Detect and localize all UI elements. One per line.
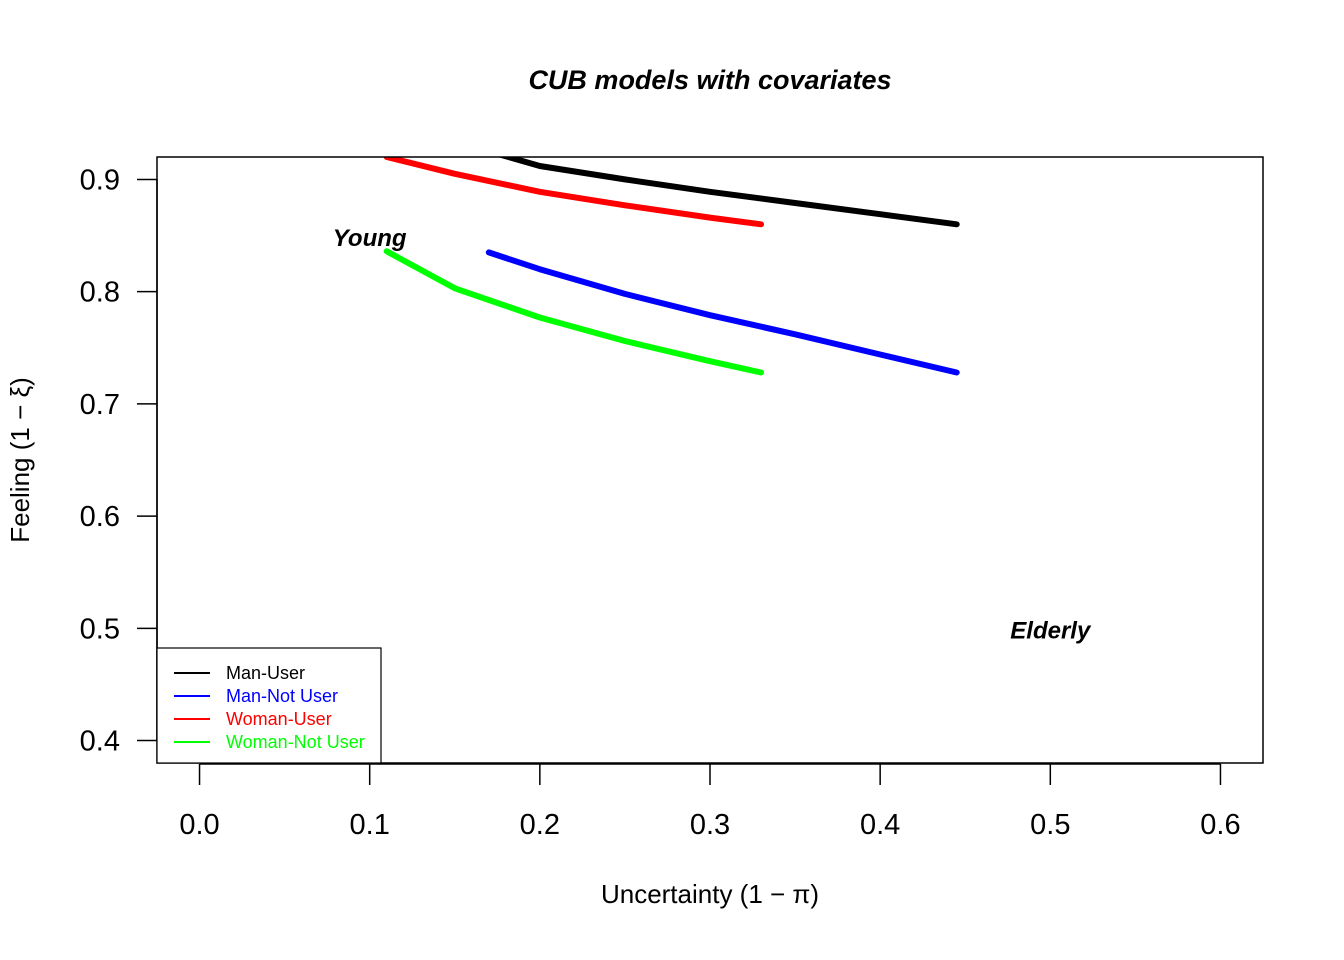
legend-entry: Man-User <box>226 663 305 683</box>
y-tick-label: 0.8 <box>80 277 120 309</box>
x-tick-label: 0.1 <box>350 809 390 841</box>
x-tick-label: 0.4 <box>860 809 900 841</box>
y-tick-label: 0.6 <box>80 501 120 533</box>
x-tick-label: 0.3 <box>690 809 730 841</box>
series-line-man-not-user <box>485 249 960 376</box>
chart-title: CUB models with covariates <box>528 65 891 95</box>
annotation-elderly: Elderly <box>1010 618 1092 645</box>
x-tick-label: 0.0 <box>179 809 219 841</box>
legend: Man-User Man-Not User Woman-User Woman-Not … <box>156 647 382 764</box>
series-layer <box>383 157 960 376</box>
x-tick-label: 0.2 <box>520 809 560 841</box>
x-tick-label: 0.6 <box>1200 809 1240 841</box>
y-tick-label: 0.4 <box>80 726 120 758</box>
y-axis-label: Feeling (1 − ξ) <box>5 377 35 543</box>
legend-box <box>156 647 382 764</box>
legend-entry: Man-Not User <box>226 686 338 706</box>
y-axis: 0.4 0.5 0.6 0.7 0.8 0.9 <box>80 164 158 758</box>
y-tick-label: 0.5 <box>80 613 120 645</box>
series-line-man-user <box>497 157 960 228</box>
series-line-woman-user <box>383 157 764 228</box>
annotation-layer: Young Elderly <box>333 225 1092 645</box>
legend-entry: Woman-User <box>226 709 332 729</box>
x-tick-label: 0.5 <box>1030 809 1070 841</box>
legend-entry: Woman-Not User <box>226 732 365 752</box>
series-line-woman-not-user <box>383 248 764 376</box>
annotation-young: Young <box>333 225 407 252</box>
x-axis-label: Uncertainty (1 − π) <box>601 879 819 909</box>
y-tick-label: 0.9 <box>80 164 120 196</box>
x-axis: 0.0 0.1 0.2 0.3 0.4 0.5 0.6 <box>179 763 1241 841</box>
y-tick-label: 0.7 <box>80 389 120 421</box>
